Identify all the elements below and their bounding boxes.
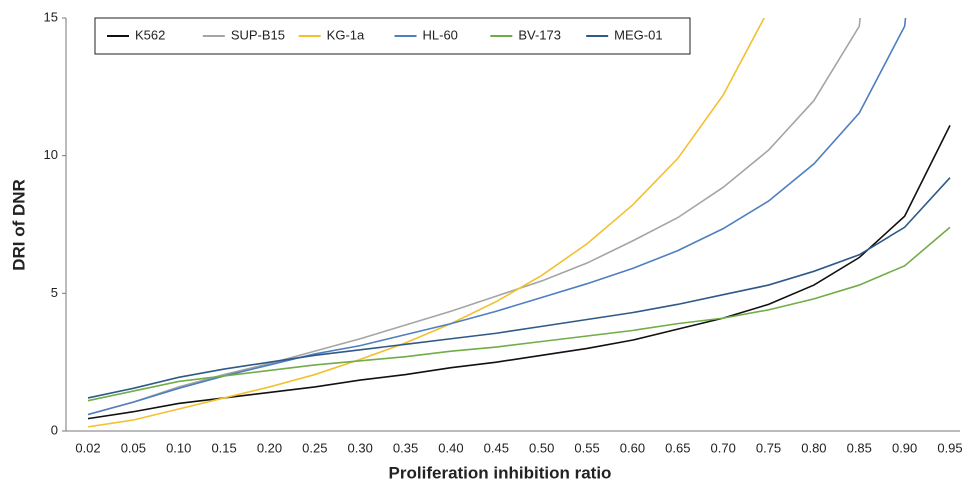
x-tick-label: 0.20 xyxy=(257,440,282,455)
x-tick-label: 0.05 xyxy=(121,440,146,455)
y-tick-label: 10 xyxy=(44,147,58,162)
series-line xyxy=(87,125,951,420)
x-tick-label: 0.30 xyxy=(348,440,373,455)
series-line xyxy=(87,177,951,399)
x-tick-label: 0.55 xyxy=(574,440,599,455)
x-tick-label: 0.50 xyxy=(529,440,554,455)
x-tick-label: 0.65 xyxy=(665,440,690,455)
x-tick-label: 0.90 xyxy=(892,440,917,455)
x-tick-label: 0.25 xyxy=(302,440,327,455)
x-tick-label: 0.45 xyxy=(484,440,509,455)
x-tick-label: 0.95 xyxy=(937,440,962,455)
legend-label: BV-173 xyxy=(518,27,561,42)
legend-label: KG-1a xyxy=(327,27,365,42)
x-tick-label: 0.02 xyxy=(75,440,100,455)
series-line xyxy=(87,18,766,428)
series-line xyxy=(87,226,951,402)
series-line xyxy=(87,18,907,416)
y-tick-label: 15 xyxy=(44,9,58,24)
y-tick-label: 0 xyxy=(51,422,58,437)
x-tick-label: 0.85 xyxy=(847,440,872,455)
legend-label: SUP-B15 xyxy=(231,27,285,42)
x-tick-label: 0.70 xyxy=(711,440,736,455)
x-tick-label: 0.35 xyxy=(393,440,418,455)
legend-label: HL-60 xyxy=(423,27,458,42)
y-tick-label: 5 xyxy=(51,285,58,300)
series-line xyxy=(87,18,861,416)
x-tick-label: 0.15 xyxy=(211,440,236,455)
x-tick-label: 0.80 xyxy=(801,440,826,455)
legend-label: K562 xyxy=(135,27,165,42)
plot-area xyxy=(87,18,951,428)
x-tick-label: 0.40 xyxy=(438,440,463,455)
x-tick-label: 0.60 xyxy=(620,440,645,455)
legend-label: MEG-01 xyxy=(614,27,662,42)
x-tick-label: 0.10 xyxy=(166,440,191,455)
x-tick-label: 0.75 xyxy=(756,440,781,455)
x-axis-title: Proliferation inhibition ratio xyxy=(389,463,612,482)
y-axis-title: DRI of DNR xyxy=(9,179,28,271)
